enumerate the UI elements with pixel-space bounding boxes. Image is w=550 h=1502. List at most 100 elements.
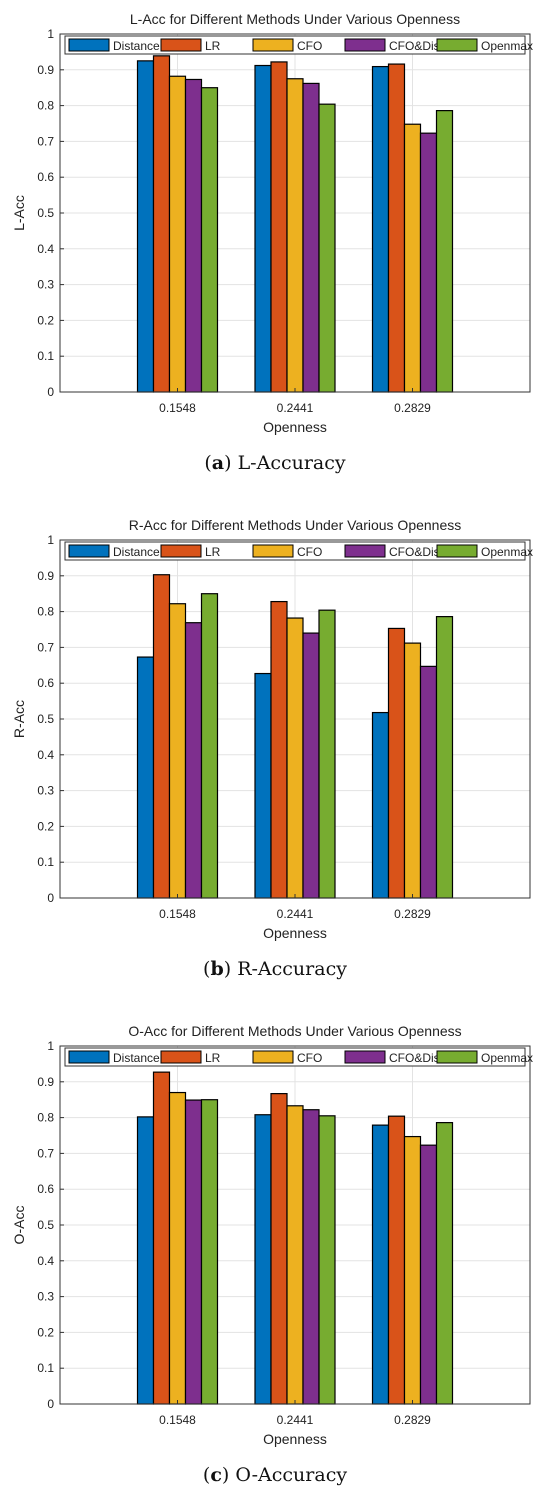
bar-openmax-0.2829 (435, 1122, 454, 1405)
y-tick-label: 0.5 (37, 1218, 54, 1232)
y-tick-label: 0.4 (37, 1254, 54, 1268)
axes-frame (59, 1045, 531, 1405)
legend-label: CFO (297, 39, 322, 53)
y-tick-label: 1 (47, 27, 54, 41)
bar-lr-0.2441 (270, 1093, 288, 1405)
y-tick-label: 0 (47, 1397, 54, 1411)
legend-label: CFO&Dis (389, 1051, 440, 1065)
x-tick-label: 0.2829 (394, 907, 431, 921)
bar-distance-0.1548 (136, 60, 155, 393)
y-tick-label: 0.2 (37, 819, 54, 833)
bar-cfo-0.1548 (168, 75, 187, 393)
axes-frame (59, 33, 531, 393)
legend-label: CFO (297, 545, 322, 559)
bar-lr-0.2829 (387, 627, 406, 899)
caption-text: L-Accuracy (237, 452, 346, 474)
legend-swatch-cfo-dis (344, 38, 386, 52)
x-axis-label: Openness (263, 1431, 327, 1447)
legend-label: Distance (113, 545, 160, 559)
bar-cfo-dis-0.2441 (302, 1109, 320, 1405)
y-tick-label: 0.3 (37, 784, 54, 798)
bar-cfo-dis-0.1548 (184, 78, 203, 393)
bar-cfo-dis-0.2829 (419, 665, 438, 899)
caption-o-accuracy: (c) O-Accuracy (202, 1464, 348, 1486)
caption-l-accuracy: (a) L-Accuracy (204, 452, 346, 474)
x-tick-label: 0.2441 (277, 907, 314, 921)
legend-label: LR (205, 39, 221, 53)
bar-lr-0.2441 (270, 600, 288, 899)
x-tick-label: 0.2829 (394, 401, 431, 415)
chart-panel-o-acc: 0 0.1 0.2 0.3 0.4 0.5 0.6 0.7 0.8 0.9 1 0.1548 0.244… (0, 1012, 550, 1502)
legend-swatch-lr (160, 1050, 202, 1064)
legend-swatch-openmax (436, 38, 478, 52)
bar-openmax-0.2441 (318, 609, 336, 899)
y-tick-label: 0 (47, 891, 54, 905)
axes-frame (59, 539, 531, 899)
y-tick-label: 0.8 (37, 99, 54, 113)
x-tick-label: 0.2441 (277, 1413, 314, 1427)
y-tick-label: 0.6 (37, 1182, 54, 1196)
y-tick-label: 0.4 (37, 748, 54, 762)
bar-cfo-dis-0.2829 (419, 132, 438, 393)
bar-distance-0.2441 (254, 64, 272, 393)
x-tick-label: 0.1548 (159, 907, 196, 921)
legend-label: LR (205, 1051, 221, 1065)
caption-letter: b (210, 958, 224, 980)
legend-swatch-lr (160, 544, 202, 558)
bar-distance-0.2829 (371, 65, 390, 393)
bar-lr-0.1548 (152, 55, 171, 393)
x-axis-label: Openness (263, 925, 327, 941)
chart-r-acc: 0 0.1 0.2 0.3 0.4 0.5 0.6 0.7 0.8 0.9 1 0.1548 0.244… (11, 517, 533, 941)
legend-label: Openmax (481, 39, 533, 53)
bar-cfo-0.2441 (286, 1105, 304, 1405)
legend: Distance LR CFO CFO&Dis Openmax (64, 1047, 533, 1067)
bar-cfo-dis-0.1548 (184, 622, 203, 899)
chart-o-acc: 0 0.1 0.2 0.3 0.4 0.5 0.6 0.7 0.8 0.9 1 0.1548 0.244… (11, 1023, 533, 1447)
bar-cfo-0.2829 (403, 642, 422, 899)
bar-cfo-0.2829 (403, 1135, 422, 1405)
bar-distance-0.1548 (136, 1116, 155, 1405)
legend-swatch-cfo (252, 1050, 294, 1064)
bar-lr-0.1548 (152, 574, 171, 899)
y-tick-label: 0.1 (37, 349, 54, 363)
legend-label: Openmax (481, 545, 533, 559)
legend-label: CFO (297, 1051, 322, 1065)
legend-label: CFO&Dis (389, 39, 440, 53)
bar-distance-0.2829 (371, 1124, 390, 1405)
bar-cfo-0.1548 (168, 603, 187, 899)
bar-cfo-dis-0.1548 (184, 1099, 203, 1405)
bar-openmax-0.2441 (318, 103, 336, 393)
chart-title: O-Acc for Different Methods Under Variou… (128, 1023, 461, 1039)
legend-swatch-cfo-dis (344, 544, 386, 558)
y-tick-label: 0.1 (37, 1361, 54, 1375)
bar-distance-0.2441 (254, 672, 272, 899)
y-tick-label: 0.6 (37, 170, 54, 184)
x-tick-label: 0.1548 (159, 401, 196, 415)
bar-openmax-0.1548 (200, 593, 219, 899)
legend-label: Openmax (481, 1051, 533, 1065)
bar-openmax-0.1548 (200, 87, 219, 393)
y-tick-label: 0.9 (37, 1075, 54, 1089)
y-axis-label: O-Acc (11, 1206, 27, 1245)
legend-label: LR (205, 545, 221, 559)
legend-swatch-distance (68, 544, 110, 558)
legend-swatch-distance (68, 38, 110, 52)
bar-cfo-0.2441 (286, 78, 304, 393)
chart-panel-l-acc: 0 0.1 0.2 0.3 0.4 0.5 0.6 0.7 0.8 0.9 1 0.1548 0.244… (0, 0, 550, 500)
chart-l-acc: 0 0.1 0.2 0.3 0.4 0.5 0.6 0.7 0.8 0.9 1 0.1548 0.244… (11, 11, 533, 435)
y-axis-label: R-Acc (11, 700, 27, 738)
chart-title: L-Acc for Different Methods Under Variou… (130, 11, 460, 27)
y-tick-label: 0.2 (37, 313, 54, 327)
bar-lr-0.2829 (387, 63, 406, 393)
y-tick-label: 0.3 (37, 1290, 54, 1304)
y-tick-label: 1 (47, 533, 54, 547)
bar-cfo-0.2441 (286, 617, 304, 899)
y-tick-label: 0.6 (37, 676, 54, 690)
y-tick-label: 0.2 (37, 1325, 54, 1339)
legend-label: Distance (113, 1051, 160, 1065)
bar-openmax-0.2441 (318, 1115, 336, 1405)
bar-distance-0.1548 (136, 656, 155, 899)
legend-label: Distance (113, 39, 160, 53)
bar-cfo-0.2829 (403, 123, 422, 393)
x-axis-label: Openness (263, 419, 327, 435)
